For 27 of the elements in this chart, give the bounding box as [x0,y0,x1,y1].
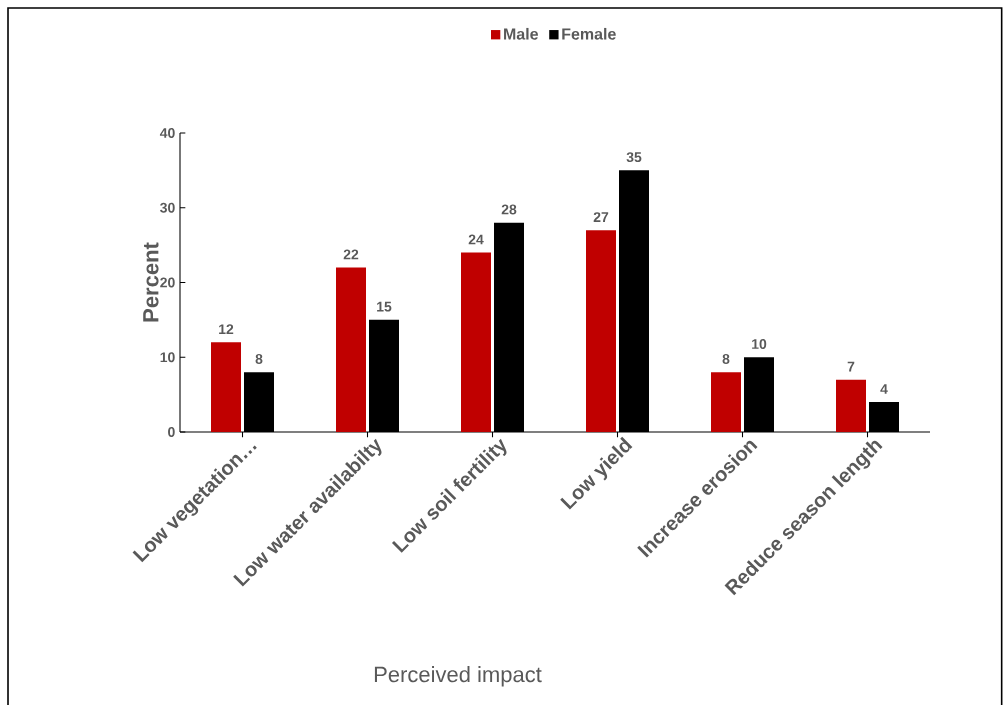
data-label: 8 [255,354,263,364]
data-label: 35 [626,152,642,163]
bar [336,267,366,432]
legend-label: Male [504,27,538,40]
y-tick-label: 20 [160,277,175,288]
data-label: 15 [377,301,392,312]
data-label: 7 [847,361,855,372]
data-label: 28 [501,204,517,215]
data-label: 8 [722,354,730,364]
data-label: 12 [219,324,234,335]
data-label: 10 [752,339,767,349]
y-tick-label: 40 [159,128,175,138]
y-tick-label: 30 [160,202,175,213]
data-label: 24 [468,234,484,245]
legend-label: Female [562,27,616,40]
bar [211,342,242,432]
data-label: 22 [343,249,359,260]
bar [836,379,867,432]
y-tick-label: 0 [168,427,175,437]
bar [711,372,741,432]
data-label: 27 [593,212,609,222]
data-label: 4 [880,384,888,394]
bar [461,252,492,432]
y-axis-title: Percent [143,242,159,322]
bar [586,230,617,432]
y-tick-label: 10 [160,352,175,363]
x-axis-title: Perceived impact [374,666,542,687]
